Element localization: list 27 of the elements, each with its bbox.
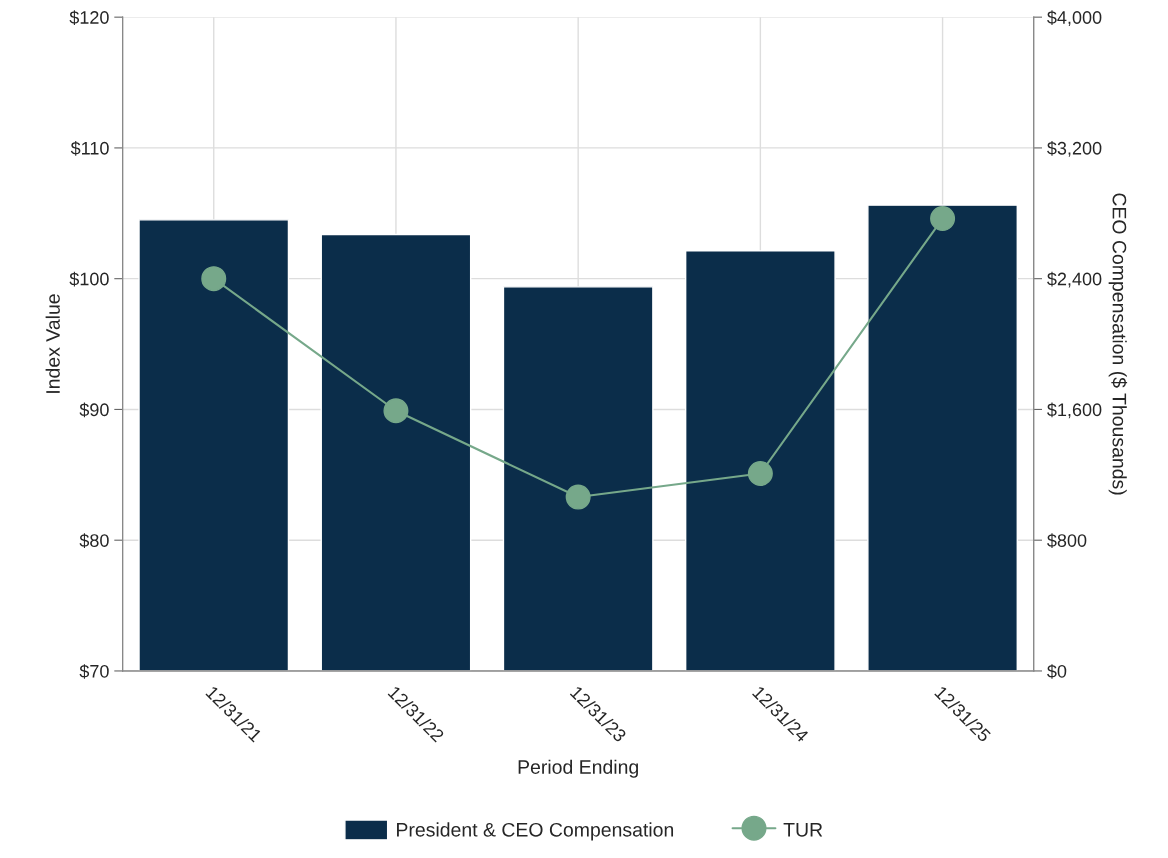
y2-tick-label: $800 (1047, 533, 1087, 548)
point (930, 206, 956, 232)
x-axis-title: Period Ending (518, 759, 638, 778)
legend-label: TUR (783, 823, 823, 837)
y-axis-title: Index Value (45, 294, 60, 393)
point (747, 461, 773, 487)
bar (867, 204, 1018, 671)
y-tick-label: $110 (70, 141, 109, 156)
y-tick-label: $120 (69, 10, 109, 25)
y2-tick-label: $3,200 (1047, 141, 1102, 157)
y2-tick-label: $0 (1047, 664, 1067, 679)
point (383, 398, 409, 424)
point (201, 266, 227, 292)
point (565, 484, 591, 510)
y2-tick-label: $2,400 (1047, 271, 1102, 288)
bar (684, 250, 836, 671)
y-tick-label: $90 (79, 402, 109, 418)
y2-tick-label: $1,600 (1047, 402, 1102, 419)
legend-label: President & CEO Compensation (397, 822, 674, 841)
bar (502, 286, 654, 671)
bar (138, 219, 290, 671)
y-tick-label: $100 (69, 271, 109, 287)
y2-tick-label: $4,000 (1047, 10, 1102, 27)
bar (320, 233, 472, 671)
y-tick-label: $80 (79, 533, 109, 548)
y2-axis-title: CEO Compensation ($ Thousands) (1108, 193, 1128, 495)
y-tick-label: $70 (79, 664, 109, 679)
